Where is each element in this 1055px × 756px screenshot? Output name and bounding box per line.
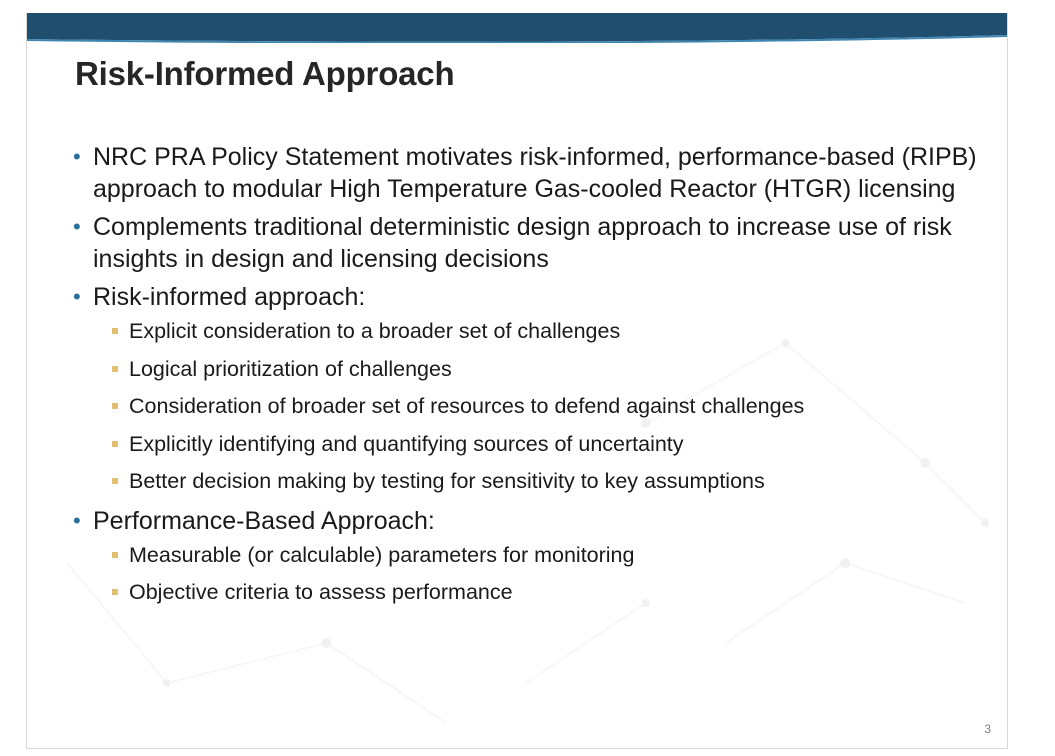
square-bullet-icon: [112, 589, 118, 595]
header-banner: [27, 13, 1007, 43]
background-network-pattern: [66, 339, 990, 724]
square-bullet-icon: [112, 328, 118, 334]
square-bullet-icon: [112, 365, 118, 372]
sub-bullet-text: Measurable (or calculable) parameters fo…: [129, 542, 635, 567]
sub-bullet-item: Explicit consideration to a broader set …: [93, 317, 993, 345]
square-bullet-icon: [112, 478, 118, 484]
bullet-item: • Performance-Based Approach: Measurable…: [73, 505, 993, 607]
slide-title: Risk-Informed Approach: [75, 55, 455, 92]
slide: Risk-Informed Approach • NRC PRA Policy …: [26, 13, 1008, 749]
sub-bullet-item: Consideration of broader set of resource…: [93, 392, 993, 420]
sub-bullet-text: Explicitly identifying and quantifying s…: [129, 431, 684, 456]
sub-bullet-text: Logical prioritization of challenges: [129, 356, 452, 381]
sub-bullet-item: Measurable (or calculable) parameters fo…: [93, 541, 993, 569]
bullet-text: Performance-Based Approach:: [93, 506, 435, 535]
square-bullet-icon: [112, 403, 118, 409]
bullet-text: Complements traditional deterministic de…: [93, 213, 952, 273]
sub-bullet-list: Measurable (or calculable) parameters fo…: [93, 541, 993, 607]
sub-bullet-item: Explicitly identifying and quantifying s…: [93, 430, 993, 458]
bullet-list: • NRC PRA Policy Statement motivates ris…: [73, 141, 993, 616]
sub-bullet-item: Objective criteria to assess performance: [93, 578, 993, 606]
sub-bullet-text: Explicit consideration to a broader set …: [129, 319, 621, 343]
sub-bullet-text: Better decision making by testing for se…: [129, 469, 765, 493]
page-number: 3: [984, 722, 991, 736]
bullet-text: Risk-informed approach:: [93, 283, 366, 311]
bullet-item: • NRC PRA Policy Statement motivates ris…: [73, 141, 993, 205]
bullet-dot-icon: •: [73, 214, 81, 239]
bullet-item: • Complements traditional deterministic …: [73, 211, 993, 275]
square-bullet-icon: [112, 440, 118, 447]
bullet-dot-icon: •: [73, 144, 81, 169]
square-bullet-icon: [112, 551, 118, 558]
bullet-text: NRC PRA Policy Statement motivates risk-…: [93, 143, 977, 203]
sub-bullet-text: Consideration of broader set of resource…: [129, 394, 805, 418]
sub-bullet-text: Objective criteria to assess performance: [129, 580, 513, 604]
sub-bullet-item: Better decision making by testing for se…: [93, 467, 993, 495]
sub-bullet-list: Explicit consideration to a broader set …: [93, 317, 993, 495]
bullet-dot-icon: •: [73, 507, 81, 533]
sub-bullet-item: Logical prioritization of challenges: [93, 355, 993, 383]
bullet-dot-icon: •: [73, 284, 81, 309]
bullet-item: • Risk-informed approach: Explicit consi…: [73, 281, 993, 495]
